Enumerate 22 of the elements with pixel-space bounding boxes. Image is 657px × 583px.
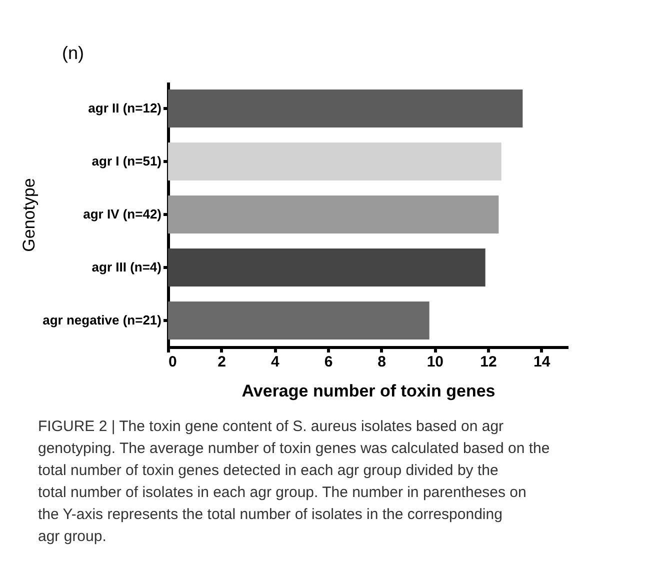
- y-tick-label: agr III (n=4): [92, 260, 162, 274]
- bar: [168, 196, 499, 234]
- bar: [168, 248, 486, 286]
- y-tick-label: agr negative (n=21): [42, 312, 162, 328]
- x-tick-label: 2: [218, 354, 226, 370]
- x-axis-title: Average number of toxin genes: [242, 382, 496, 400]
- y-axis-title: Genotype: [20, 178, 39, 252]
- bar: [168, 302, 430, 340]
- x-tick-label: 6: [324, 354, 333, 370]
- text: (n): [62, 43, 84, 63]
- x-tick-label: 0: [168, 354, 177, 370]
- caption: FIGURE 2 | The toxin gene content of S. aureus isolates based on agr genotyping. The average number of toxin genes was calculated based on the total number of toxin genes detected in each agr group divided by the total number of isolates in each agr group. The number in parentheses on the Y-axis represents the total number of isolates in the corresponding agr group.: [38, 418, 550, 545]
- x-tick-label: 4: [270, 354, 280, 370]
- y-tick-label: agr IV (n=42): [83, 206, 162, 222]
- x-tick-label: 14: [533, 354, 551, 370]
- bar: [168, 142, 502, 180]
- y-tick-label: agr I (n=51): [92, 154, 162, 168]
- x-tick-label: 12: [480, 354, 497, 370]
- bar: [168, 90, 523, 128]
- y-tick-label: agr II (n=12): [88, 100, 162, 116]
- x-tick-label: 8: [378, 354, 386, 370]
- x-tick-label: 10: [426, 354, 444, 370]
